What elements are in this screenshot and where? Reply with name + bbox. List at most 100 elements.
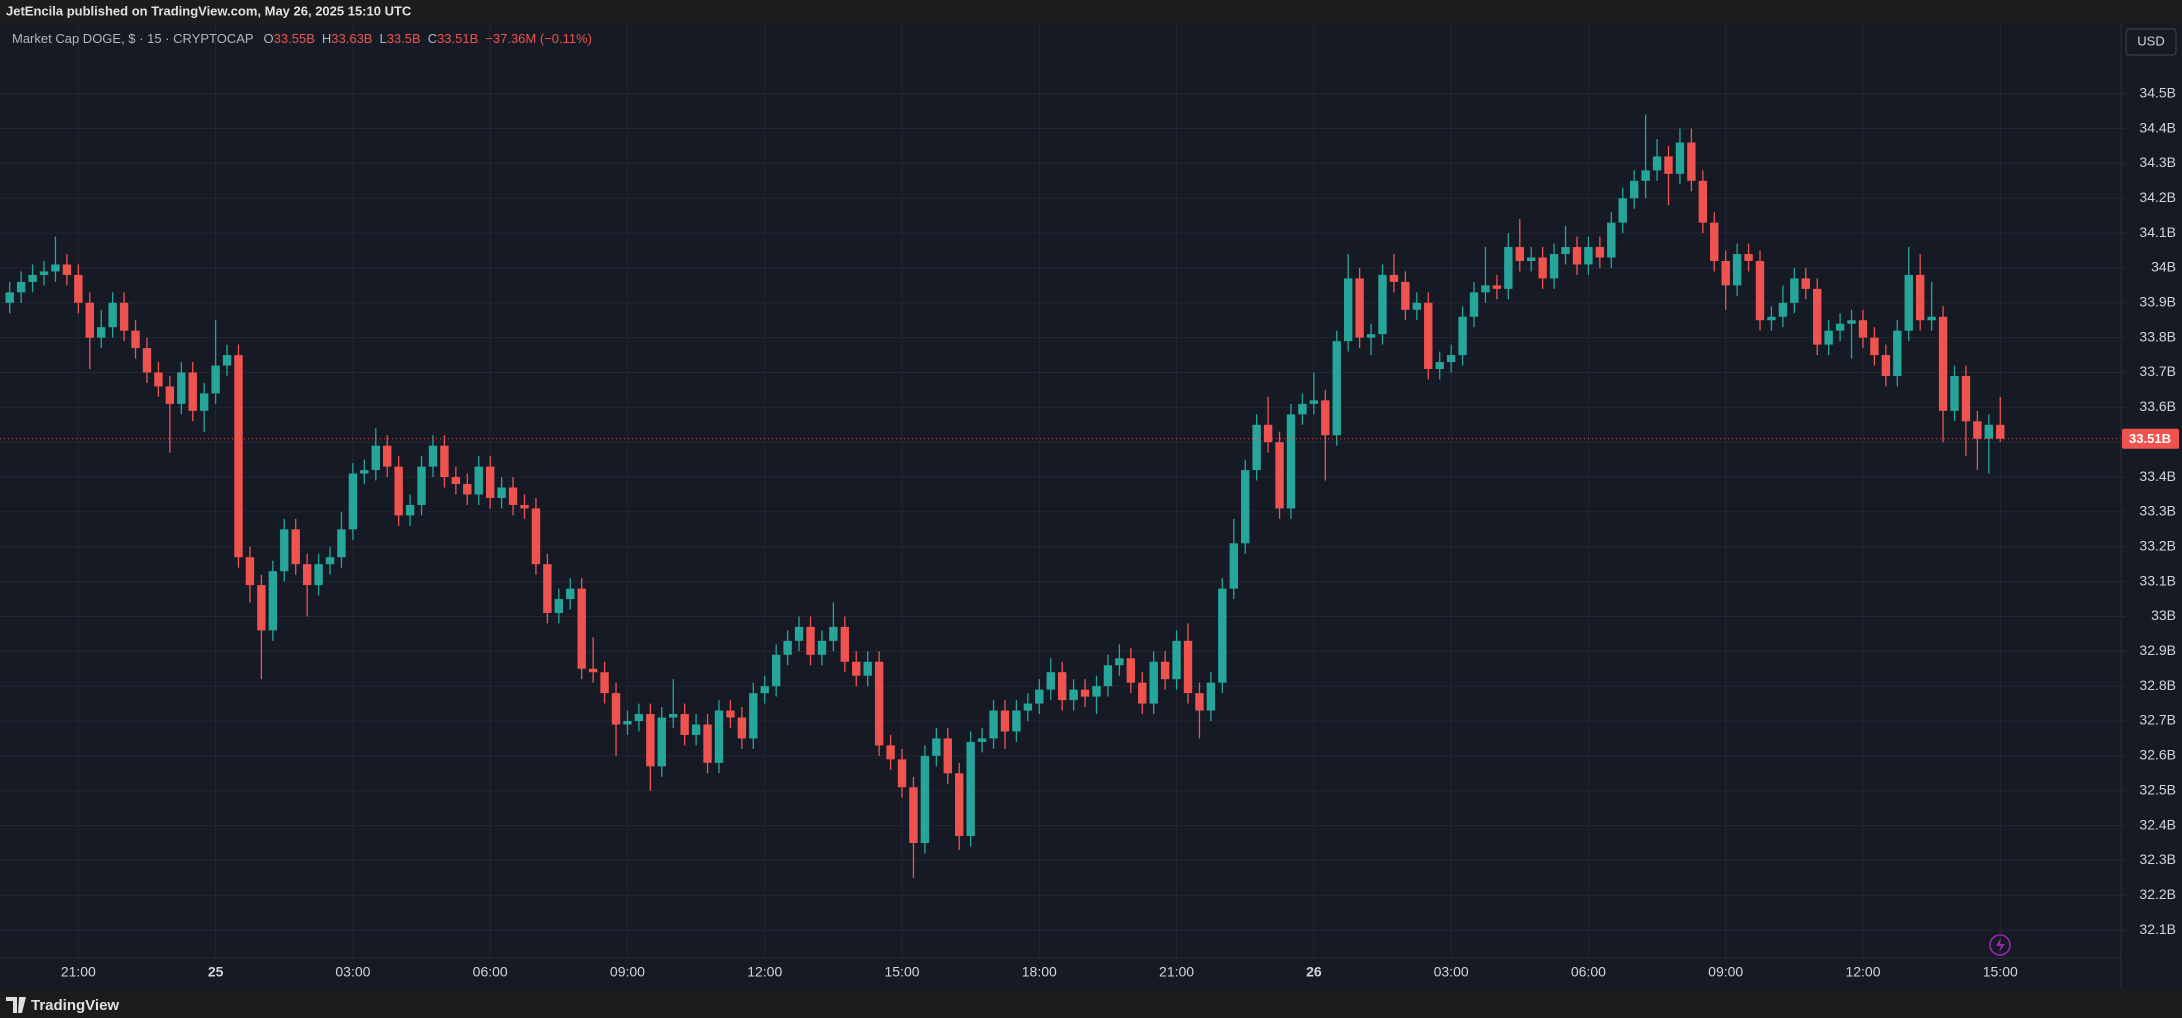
- candle-body: [1412, 302, 1422, 310]
- candle-body: [1641, 170, 1650, 181]
- candle-body: [474, 466, 483, 495]
- alert-icon[interactable]: [1989, 934, 2011, 956]
- candle-body: [1870, 337, 1879, 356]
- candle-body: [771, 654, 781, 687]
- candle-body: [1687, 142, 1696, 181]
- currency-button[interactable]: [2125, 28, 2177, 56]
- candle-body: [1183, 640, 1193, 694]
- candle-body: [394, 466, 403, 516]
- candle-body: [314, 564, 323, 586]
- candle-body: [920, 755, 930, 843]
- candle-body: [1092, 686, 1101, 697]
- candle-body: [1595, 247, 1605, 258]
- legend-title: Market Cap DOGE, $ · 15 · CRYPTOCAP: [12, 31, 254, 46]
- candle-body: [1446, 355, 1456, 363]
- y-tick-label: 32.5B: [2139, 781, 2176, 797]
- candle-body: [646, 714, 655, 767]
- candle-body: [943, 738, 952, 774]
- candle-body: [1206, 682, 1216, 711]
- candle-body: [1435, 362, 1444, 370]
- candle-body: [634, 714, 644, 722]
- candle-body: [1389, 274, 1399, 282]
- candle-body: [85, 302, 94, 338]
- candle-body: [1332, 341, 1341, 436]
- candle-body: [1355, 278, 1364, 338]
- candle-body: [749, 693, 758, 739]
- y-tick-label: 33.7B: [2139, 363, 2176, 379]
- candle-body: [405, 504, 415, 516]
- candle-body: [268, 571, 278, 631]
- alert-bolt: [1996, 938, 2005, 952]
- y-tick-label: 32.4B: [2139, 816, 2176, 832]
- candle-body: [1035, 689, 1044, 704]
- x-tick-label: 25: [208, 964, 224, 980]
- candle-body: [1915, 274, 1925, 321]
- candle-body: [1927, 316, 1936, 321]
- candle-body: [337, 529, 346, 558]
- footer-brand: TradingView: [31, 997, 119, 1014]
- candle-body: [222, 355, 232, 366]
- candle-body: [1755, 260, 1765, 321]
- candle-body: [417, 466, 426, 505]
- candle-body: [1218, 588, 1227, 683]
- candle-body: [669, 714, 678, 718]
- candle-body: [1103, 665, 1113, 687]
- candle-body: [531, 508, 541, 565]
- candle-body: [1000, 710, 1010, 732]
- y-tick-label: 33.2B: [2139, 537, 2176, 553]
- top-bar: [0, 0, 2182, 24]
- candle-body: [1378, 274, 1387, 335]
- candle-body: [577, 588, 586, 669]
- candle-body: [1481, 285, 1490, 293]
- candle-body: [1996, 424, 2005, 439]
- candle-body: [1286, 414, 1296, 509]
- candle-body: [1584, 247, 1593, 265]
- candles: [5, 114, 2005, 878]
- candle-body: [39, 271, 49, 275]
- candle-body: [1984, 424, 1994, 439]
- y-tick-label: 34.2B: [2139, 189, 2176, 205]
- candle-body: [1790, 278, 1799, 303]
- x-tick-label: 03:00: [1434, 964, 1469, 980]
- y-tick-label: 33.4B: [2139, 468, 2176, 484]
- y-tick-label: 33.6B: [2139, 398, 2176, 414]
- candle-body: [1698, 180, 1708, 223]
- legend-value: 33.63B: [331, 31, 372, 46]
- candle-body: [1801, 278, 1810, 289]
- candle-body: [1607, 222, 1616, 258]
- y-tick-label: 33.9B: [2139, 294, 2176, 310]
- candle-body: [691, 724, 701, 735]
- y-tick-label: 32.8B: [2139, 677, 2176, 693]
- last-price-tag: [2122, 428, 2179, 449]
- x-tick-label: 15:00: [1983, 964, 2018, 980]
- y-tick-label: 33.3B: [2139, 503, 2176, 519]
- candle-body: [623, 721, 632, 725]
- candle-body: [1652, 156, 1662, 171]
- candle-body: [1195, 693, 1204, 711]
- candle-body: [874, 661, 884, 746]
- candle-body: [1515, 247, 1524, 261]
- candle-body: [1732, 254, 1742, 286]
- chart-legend: Market Cap DOGE, $ · 15 · CRYPTOCAP O33.5…: [12, 31, 592, 46]
- candle-body: [497, 487, 506, 498]
- candle-body: [1549, 254, 1559, 279]
- y-tick-label: 32.7B: [2139, 712, 2176, 728]
- candle-body: [1138, 682, 1147, 704]
- legend-change: −37.36M (−0.11%): [485, 31, 592, 46]
- candle-body: [703, 724, 712, 763]
- candle-body: [783, 640, 792, 655]
- candle-body: [1675, 142, 1685, 174]
- candle-body: [119, 302, 129, 331]
- legend-key: H: [322, 31, 331, 46]
- candle-body: [1561, 247, 1570, 255]
- candle-body: [97, 327, 106, 338]
- x-tick-label: 12:00: [747, 964, 782, 980]
- candle-body: [291, 529, 300, 565]
- y-tick-label: 32.1B: [2139, 921, 2176, 937]
- candle-body: [817, 640, 827, 655]
- candle-body: [932, 738, 941, 756]
- currency-label[interactable]: USD: [2137, 33, 2164, 48]
